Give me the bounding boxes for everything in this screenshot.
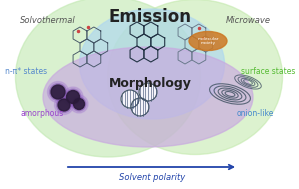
Circle shape [58, 99, 70, 111]
Circle shape [74, 98, 85, 109]
Circle shape [70, 95, 88, 113]
Circle shape [72, 97, 86, 111]
Circle shape [121, 90, 139, 108]
Circle shape [57, 98, 71, 112]
Circle shape [63, 87, 83, 107]
Circle shape [48, 81, 68, 102]
Ellipse shape [108, 0, 283, 154]
Ellipse shape [80, 9, 225, 119]
Ellipse shape [16, 0, 201, 157]
Text: Microwave: Microwave [225, 16, 271, 25]
Text: Solvent polarity: Solvent polarity [119, 173, 185, 182]
Circle shape [50, 84, 66, 101]
Text: Morphology: Morphology [109, 77, 191, 90]
Text: onion-like: onion-like [236, 109, 274, 118]
Circle shape [54, 95, 74, 115]
Circle shape [51, 85, 65, 99]
Text: Solvothermal: Solvothermal [20, 16, 76, 25]
Circle shape [131, 98, 149, 116]
Text: n-π* states: n-π* states [5, 67, 47, 75]
Ellipse shape [189, 32, 227, 50]
Ellipse shape [43, 47, 253, 147]
Circle shape [66, 91, 80, 104]
Text: molecular
moiety: molecular moiety [197, 36, 219, 45]
Circle shape [65, 89, 81, 105]
Text: surface states: surface states [241, 67, 295, 75]
Text: amorphous: amorphous [20, 109, 64, 118]
Text: Emission: Emission [109, 8, 191, 26]
Circle shape [139, 83, 157, 101]
